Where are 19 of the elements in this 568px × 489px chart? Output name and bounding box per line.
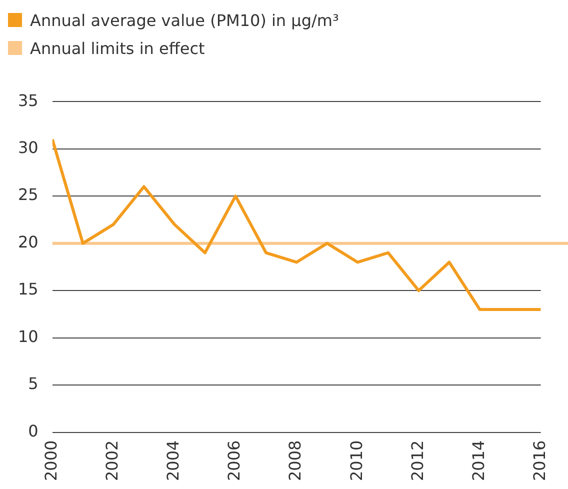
- x-tick-label: 2008: [286, 440, 305, 481]
- legend-label: Annual limits in effect: [30, 38, 205, 58]
- x-tick-label: 2004: [164, 440, 183, 481]
- x-tick-label: 2000: [42, 440, 61, 481]
- y-tick-label: 30: [18, 138, 38, 157]
- x-tick-label: 2002: [102, 440, 122, 481]
- x-tick-label: 2014: [468, 440, 488, 481]
- y-tick-label: 35: [18, 90, 38, 110]
- y-tick-label: 10: [18, 326, 38, 346]
- y-tick-label: 15: [18, 280, 38, 299]
- y-tick-label: 20: [18, 232, 38, 252]
- x-tick-label: 2012: [408, 440, 427, 481]
- y-tick-label: 25: [18, 185, 38, 204]
- x-tick-label: 2016: [530, 440, 549, 481]
- y-tick-label: 0: [28, 421, 38, 440]
- x-tick-label: 2010: [346, 440, 366, 481]
- legend-label: Annual average value (PM10) in µg/m³: [30, 10, 339, 30]
- y-tick-label: 5: [28, 374, 38, 394]
- x-tick-label: 2006: [224, 440, 244, 481]
